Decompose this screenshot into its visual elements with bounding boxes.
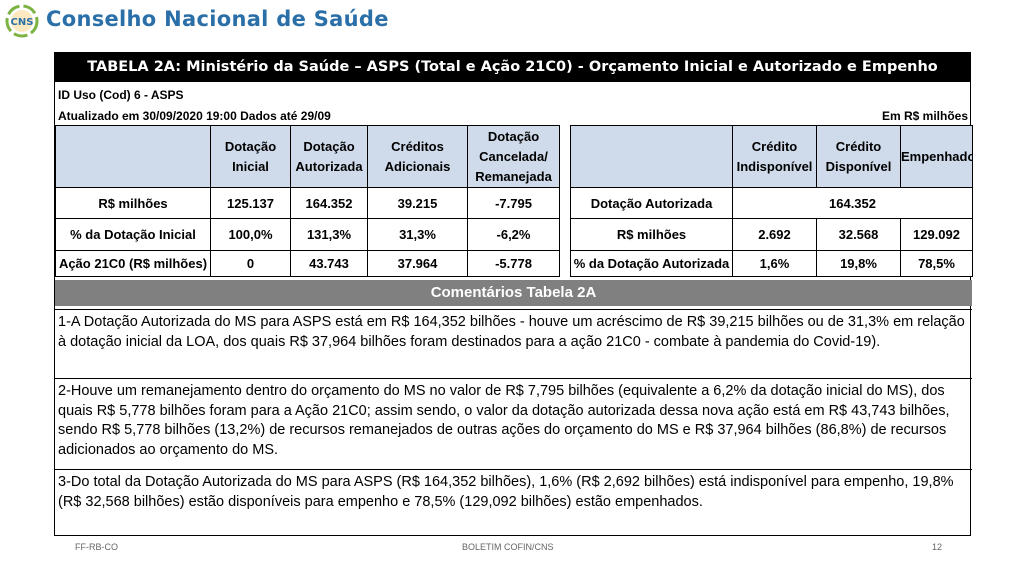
page-number: 12 xyxy=(932,542,943,552)
cell-value: 125.137 xyxy=(210,187,291,219)
cell-value: 100,0% xyxy=(210,218,291,251)
cell-value: 0 xyxy=(210,250,291,277)
row-label: R$ milhões xyxy=(55,187,211,219)
id-line: ID Uso (Cod) 6 - ASPS xyxy=(58,88,184,102)
cns-logo: CNS xyxy=(5,4,39,38)
footer-center: BOLETIM COFIN/CNS xyxy=(462,542,554,552)
header-dotacao-autorizada: Dotação Autorizada xyxy=(290,125,368,188)
header-credito-indisponivel: Crédito Indisponível xyxy=(732,125,817,188)
cell-value: 43.743 xyxy=(290,250,368,277)
table-row: R$ milhões 2.692 32.568 129.092 xyxy=(570,218,973,251)
header-dotacao-cancelada: Dotação Cancelada/ Remanejada xyxy=(467,125,560,188)
cell-value: -5.778 xyxy=(467,250,560,277)
cell-value: 131,3% xyxy=(290,218,368,251)
comment-paragraph-2: 2-Houve um remanejamento dentro do orçam… xyxy=(55,378,972,466)
table-frame: TABELA 2A: Ministério da Saúde – ASPS (T… xyxy=(54,52,973,537)
row-label: % da Dotação Inicial xyxy=(55,218,211,251)
empty-header xyxy=(55,125,211,188)
execution-table: Crédito Indisponível Crédito Disponível … xyxy=(570,125,973,277)
empty-header xyxy=(570,125,733,188)
cell-value: 37.964 xyxy=(367,250,468,277)
row-label: Dotação Autorizada xyxy=(570,187,733,219)
comments-heading: Comentários Tabela 2A xyxy=(55,280,972,306)
row-label: R$ milhões xyxy=(570,218,733,251)
budget-header-row: Dotação Inicial Dotação Autorizada Crédi… xyxy=(55,125,560,188)
brand-title: Conselho Nacional de Saúde xyxy=(46,7,389,31)
cell-value: 31,3% xyxy=(367,218,468,251)
cell-value: -7.795 xyxy=(467,187,560,219)
header-credito-disponivel: Crédito Disponível xyxy=(816,125,901,188)
table-row: % da Dotação Inicial 100,0% 131,3% 31,3%… xyxy=(55,218,560,251)
table-row: % da Dotação Autorizada 1,6% 19,8% 78,5% xyxy=(570,250,973,277)
cell-value: 1,6% xyxy=(732,250,817,277)
execution-header-row: Crédito Indisponível Crédito Disponível … xyxy=(570,125,973,188)
cell-value: 2.692 xyxy=(732,218,817,251)
cell-value: 164.352 xyxy=(732,187,973,219)
cell-value: 32.568 xyxy=(816,218,901,251)
cell-value: 78,5% xyxy=(900,250,973,277)
row-label: Ação 21C0 (R$ milhões) xyxy=(55,250,211,277)
cell-value: -6,2% xyxy=(467,218,560,251)
table-title: TABELA 2A: Ministério da Saúde – ASPS (T… xyxy=(55,53,970,82)
header-empenhado: Empenhado xyxy=(900,125,973,188)
table-row: R$ milhões 125.137 164.352 39.215 -7.795 xyxy=(55,187,560,219)
row-label: % da Dotação Autorizada xyxy=(570,250,733,277)
cell-value: 129.092 xyxy=(900,218,973,251)
budget-table: Dotação Inicial Dotação Autorizada Crédi… xyxy=(55,125,560,277)
cell-value: 39.215 xyxy=(367,187,468,219)
header-creditos-adicionais: Créditos Adicionais xyxy=(367,125,468,188)
table-row: Dotação Autorizada 164.352 xyxy=(570,187,973,219)
comment-paragraph-1: 1-A Dotação Autorizada do MS para ASPS e… xyxy=(55,309,972,375)
units-label: Em R$ milhões xyxy=(881,109,968,123)
footer-left: FF-RB-CO xyxy=(75,542,118,552)
header-dotacao-inicial: Dotação Inicial xyxy=(210,125,291,188)
comment-paragraph-3: 3-Do total da Dotação Autorizada do MS p… xyxy=(55,469,972,537)
updated-line: Atualizado em 30/09/2020 19:00 Dados até… xyxy=(58,109,331,123)
table-row: Ação 21C0 (R$ milhões) 0 43.743 37.964 -… xyxy=(55,250,560,277)
cell-value: 164.352 xyxy=(290,187,368,219)
cell-value: 19,8% xyxy=(816,250,901,277)
logo-text: CNS xyxy=(11,17,34,28)
